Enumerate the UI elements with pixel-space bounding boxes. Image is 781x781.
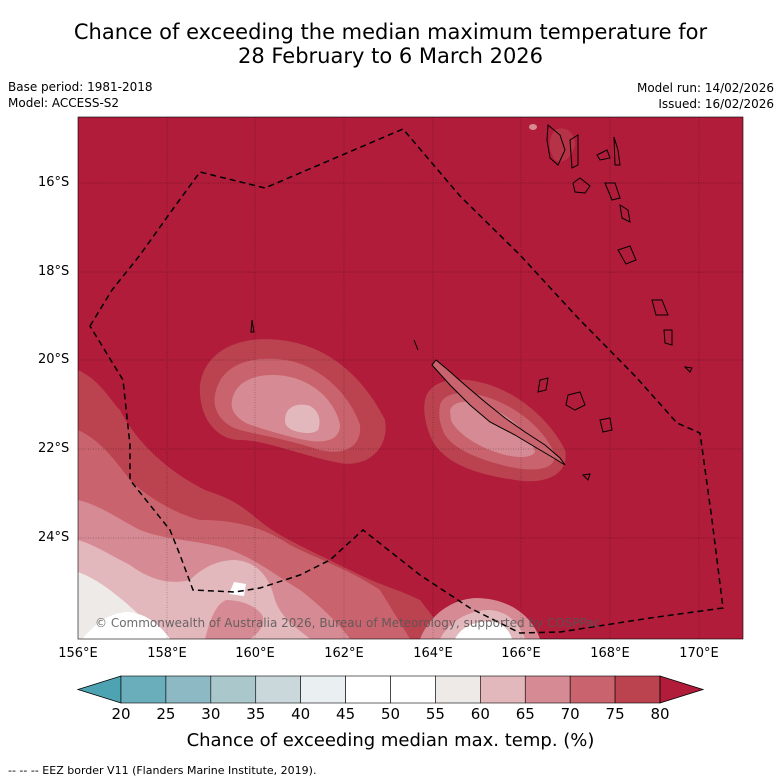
eez-legend: -- -- -- EEZ border V11 (Flanders Marine… [8, 764, 317, 777]
colorbar-segment [569, 675, 616, 704]
colorbar-tick-label: 60 [470, 705, 490, 723]
model-run: Model run: 14/02/2026 [636, 81, 774, 95]
colorbar-extend-high [659, 675, 705, 704]
colorbar-tick-label: 40 [291, 705, 311, 723]
eez-border [89, 128, 724, 634]
colorbar-tick-label: 20 [111, 705, 131, 723]
colorbar-tick-label: 35 [246, 705, 266, 723]
model-name: Model: ACCESS-S2 [8, 96, 120, 110]
lon-label: 160°E [235, 646, 275, 661]
title-line-2: 28 February to 6 March 2026 [237, 44, 544, 68]
colorbar-segment [614, 675, 661, 704]
colorbar-tick-label: 45 [336, 705, 356, 723]
coastlines [250, 123, 693, 481]
colorbar-segment [120, 675, 167, 704]
colorbar-tick-label: 80 [650, 705, 670, 723]
lat-label: 22°S [38, 441, 70, 456]
colorbar-segment [480, 675, 526, 704]
colorbar-segment [435, 675, 481, 704]
colorbar-segment [255, 675, 301, 704]
colorbar-tick-label: 25 [156, 705, 176, 723]
lat-label: 18°S [38, 264, 70, 279]
colorbar-tick-label: 55 [425, 705, 445, 723]
colorbar-title: Chance of exceeding median max. temp. (%… [186, 730, 595, 751]
lon-label: 156°E [58, 646, 98, 661]
colorbar-segment [524, 675, 571, 704]
colorbar-segment [165, 675, 212, 704]
colorbar-tick-label: 30 [201, 705, 221, 723]
colorbar-segment [390, 675, 436, 704]
colorbar-tick-label: 75 [605, 705, 625, 723]
lon-label: 166°E [501, 646, 541, 661]
lat-label: 24°S [38, 530, 70, 545]
lon-label: 164°E [413, 646, 453, 661]
colorbar-segment [210, 675, 257, 704]
title-line-1: Chance of exceeding the median maximum t… [73, 20, 708, 44]
lon-label: 168°E [590, 646, 630, 661]
lat-label: 20°S [38, 352, 70, 367]
colorbar-segment [300, 675, 346, 704]
issued-date: Issued: 16/02/2026 [658, 97, 774, 111]
colorbar-tick-label: 65 [515, 705, 535, 723]
colorbar-tick-label: 50 [380, 705, 401, 723]
lon-label: 158°E [147, 646, 187, 661]
lat-label: 16°S [38, 175, 70, 190]
colorbar-segment [345, 675, 391, 704]
base-period: Base period: 1981-2018 [8, 80, 153, 94]
colorbar-extend-low [76, 675, 122, 704]
colorbar-tick-label: 70 [560, 705, 580, 723]
graticule [78, 117, 743, 639]
lon-label: 170°E [679, 646, 719, 661]
lon-label: 162°E [324, 646, 364, 661]
copyright-text: © Commonwealth of Australia 2026, Bureau… [95, 616, 600, 630]
